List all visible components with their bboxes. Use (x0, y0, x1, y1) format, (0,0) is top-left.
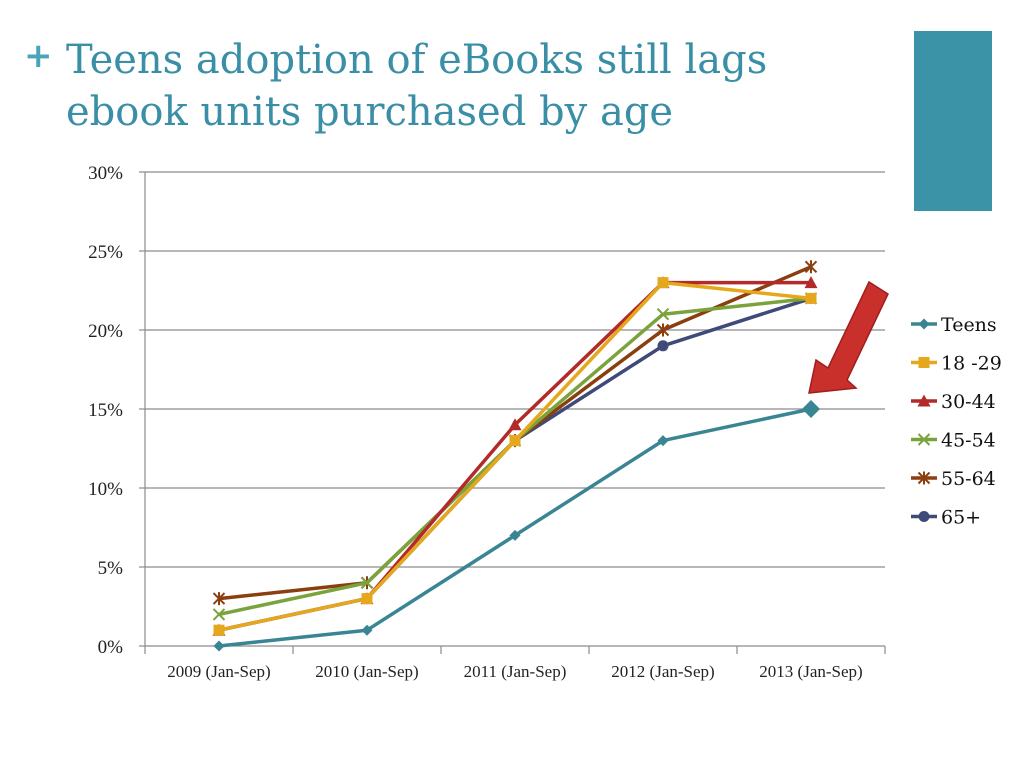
data-point (657, 340, 669, 352)
data-point (917, 433, 931, 446)
slide-title: Teens adoption of eBooks still lags eboo… (66, 34, 886, 138)
x-tick-label: 2009 (Jan-Sep) (167, 662, 270, 681)
data-point (805, 292, 817, 304)
series-line (218, 296, 812, 632)
y-tick-label: 20% (88, 321, 123, 342)
x-tick-label: 2011 (Jan-Sep) (464, 662, 567, 681)
data-point (657, 277, 669, 289)
data-point (508, 418, 522, 431)
data-point (656, 323, 670, 337)
data-point (657, 435, 669, 447)
legend-label: 18 -29 (941, 353, 1002, 375)
decorative-accent-bar (914, 31, 992, 211)
legend-entry: Teens (911, 314, 997, 336)
y-tick-label: 30% (88, 163, 123, 184)
x-tick-label: 2010 (Jan-Sep) (315, 662, 418, 681)
data-point (509, 435, 521, 447)
data-point (509, 529, 521, 541)
y-tick-label: 15% (88, 400, 123, 421)
slide-title-line-2: ebook units purchased by age (66, 89, 674, 135)
y-tick-label: 0% (98, 637, 124, 658)
series-65- (213, 292, 817, 636)
legend-entry: 65+ (911, 507, 981, 529)
data-point (361, 593, 373, 605)
legend-entry: 18 -29 (911, 353, 1002, 375)
x-tick-label: 2013 (Jan-Sep) (759, 662, 862, 681)
data-point (360, 576, 374, 590)
chart-annotation (808, 280, 889, 394)
series-teens (213, 400, 820, 652)
legend-entry: 55-64 (911, 468, 996, 490)
data-point (918, 357, 930, 368)
data-point (918, 318, 930, 330)
y-tick-label: 25% (88, 242, 123, 263)
y-axis-ticks: 0% 5% 10% 15% 20% 25% 30% (88, 163, 145, 658)
series-line (218, 280, 812, 632)
y-tick-label: 5% (98, 558, 124, 579)
data-point (212, 592, 226, 606)
x-tick-label: 2012 (Jan-Sep) (611, 662, 714, 681)
data-point (213, 640, 225, 652)
y-tick-label: 10% (88, 479, 123, 500)
data-point (802, 400, 820, 418)
legend-label: Teens (941, 314, 997, 336)
data-point (361, 624, 373, 636)
data-point (918, 511, 930, 522)
legend-entry: 30-44 (911, 391, 996, 413)
data-point (917, 394, 931, 407)
legend-entry: 45-54 (911, 430, 996, 452)
data-point (213, 624, 225, 636)
slide-title-line-1: Teens adoption of eBooks still lags (66, 37, 768, 83)
chart-gridlines (145, 171, 885, 568)
legend-label: 55-64 (941, 468, 996, 490)
legend-label: 65+ (941, 507, 981, 529)
series-45-54 (212, 292, 818, 621)
data-point (917, 471, 931, 485)
series-line (218, 265, 812, 601)
legend-label: 45-54 (941, 430, 996, 452)
series-18-29 (213, 277, 817, 636)
title-plus-glyph: + (24, 36, 53, 76)
data-point (212, 608, 226, 621)
chart-legend: Teens 18 -29 30-44 45-54 55-64 65+ (911, 314, 1002, 529)
series-55-64 (212, 260, 818, 606)
legend-label: 30-44 (941, 391, 996, 413)
data-point (804, 276, 818, 289)
x-axis-ticks: 2009 (Jan-Sep) 2010 (Jan-Sep) 2011 (Jan-Se… (144, 646, 886, 681)
series-line (218, 280, 811, 632)
data-point (804, 260, 818, 274)
chart-series (212, 260, 820, 652)
annotation-arrow (808, 280, 889, 394)
data-point (656, 307, 670, 321)
